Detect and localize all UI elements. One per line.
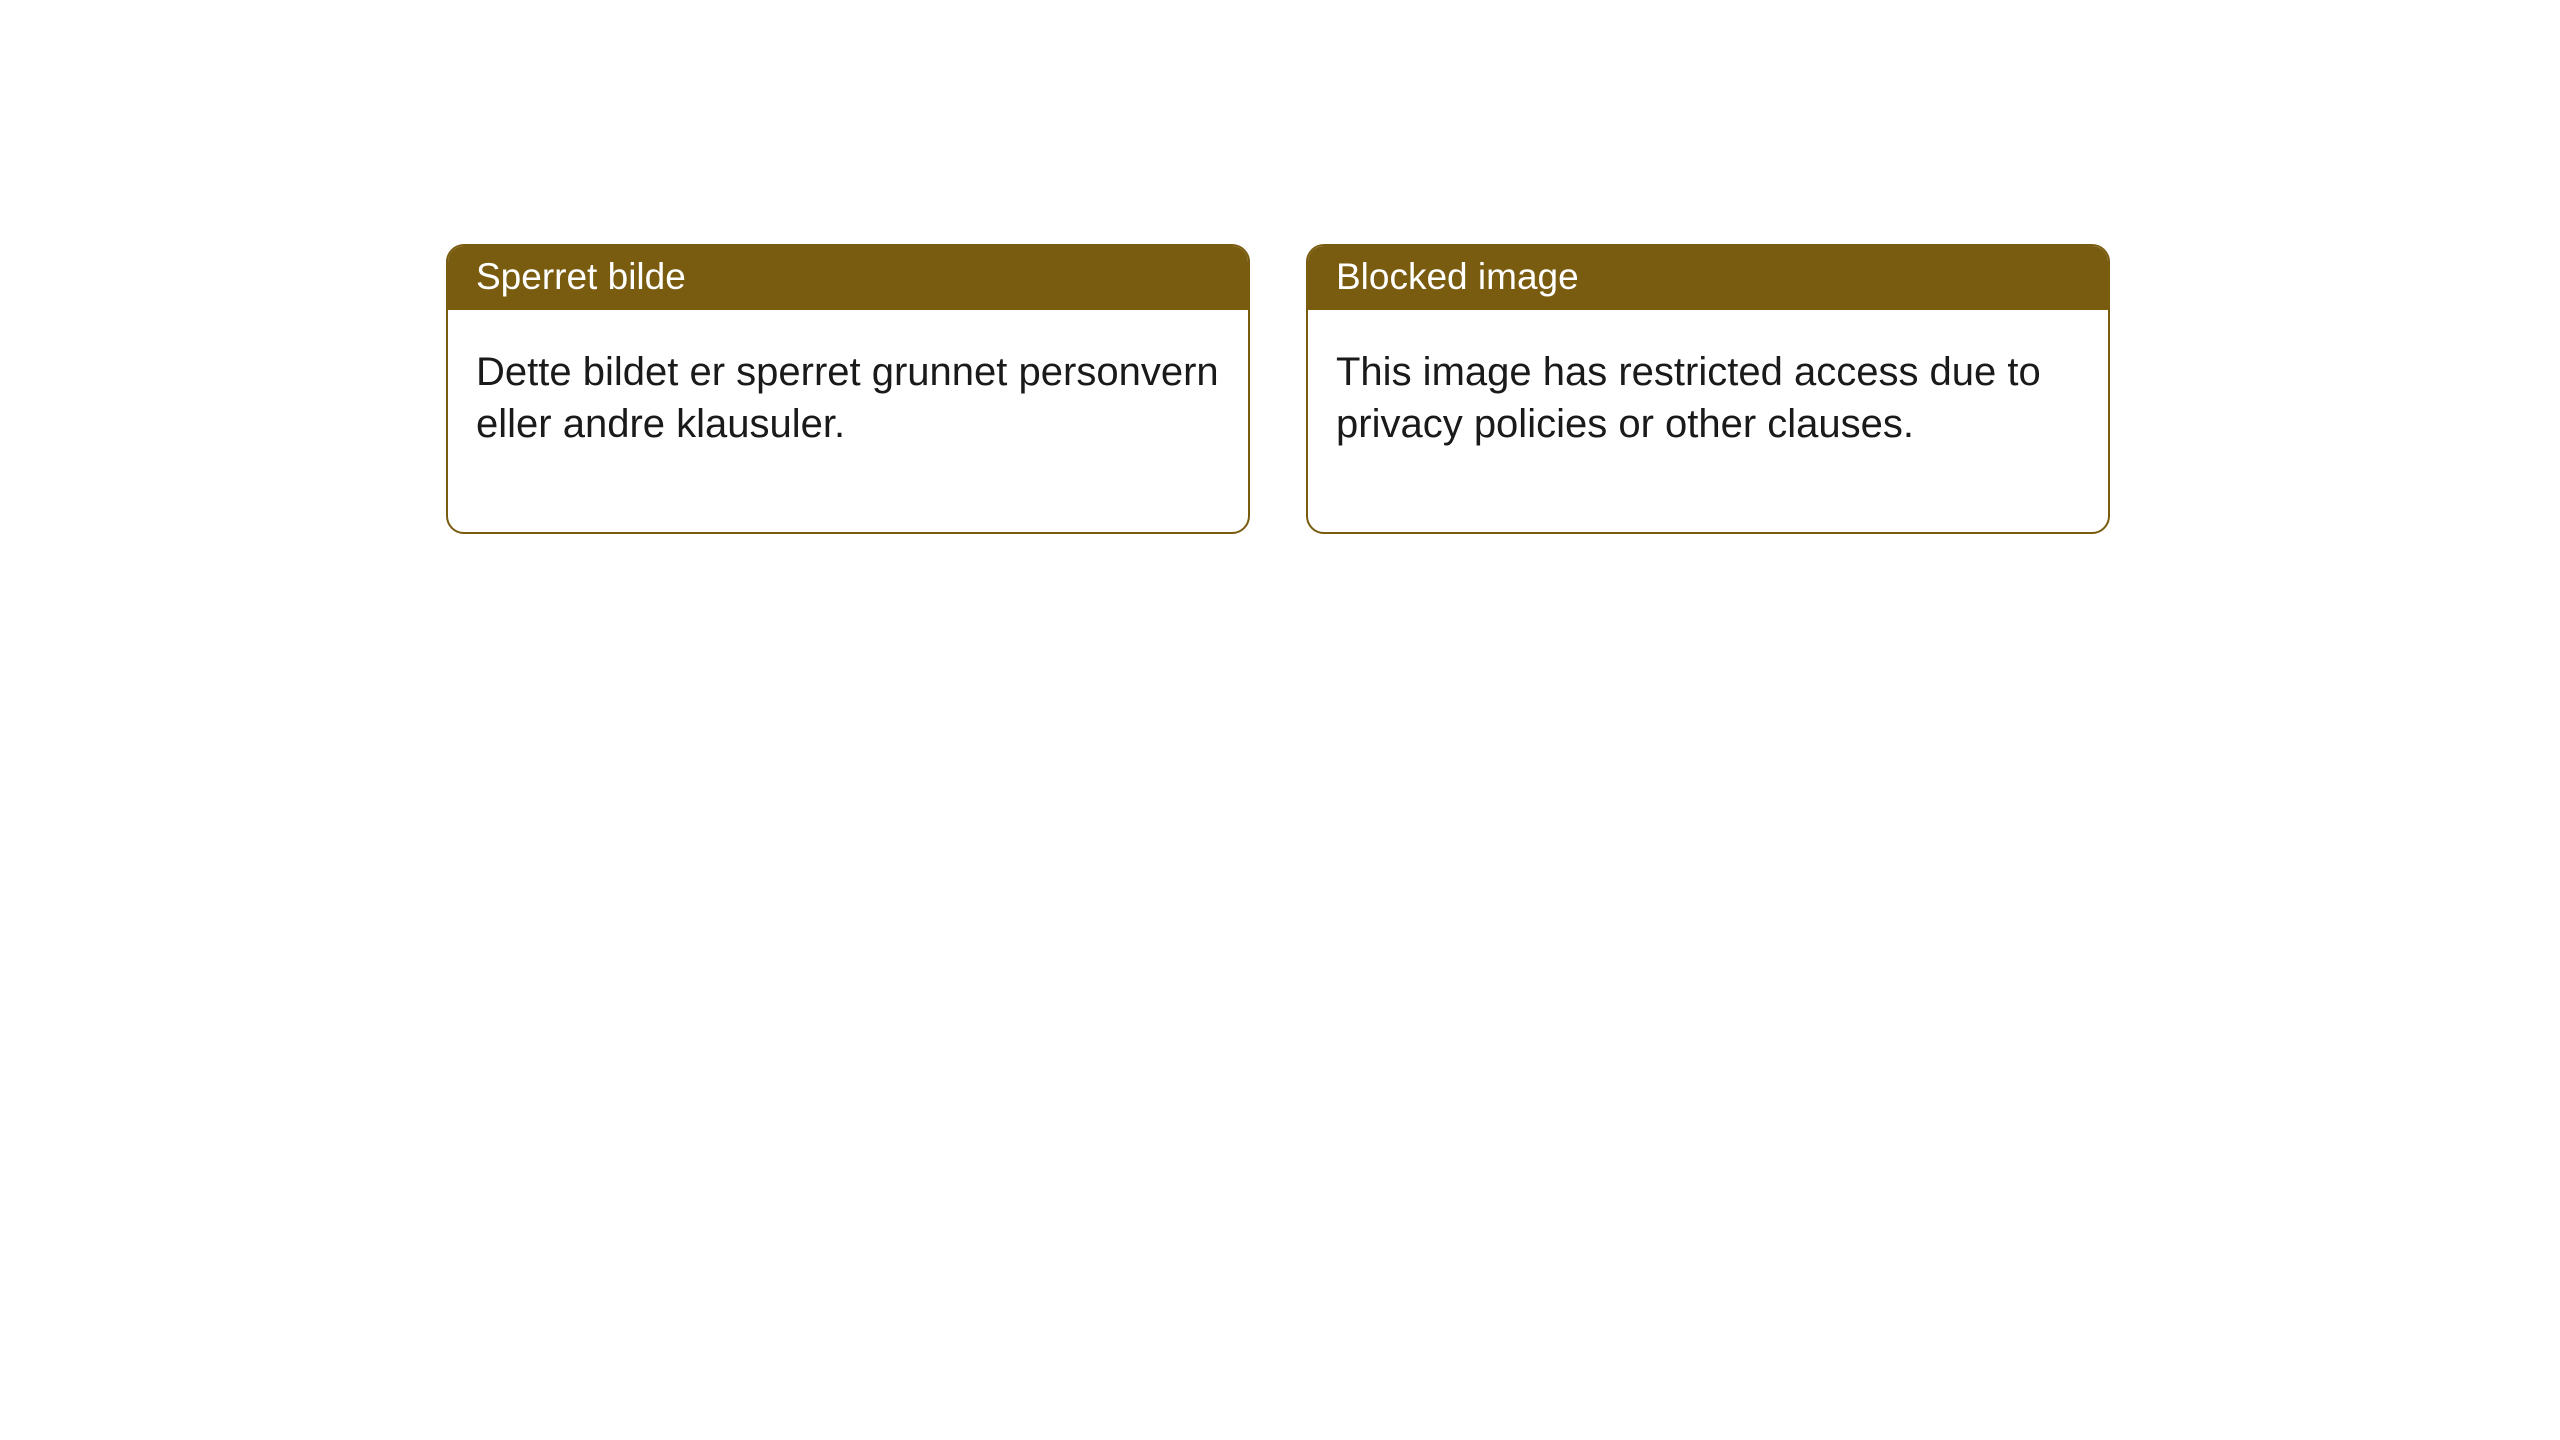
notice-title-norwegian: Sperret bilde: [448, 246, 1248, 310]
notice-body-norwegian: Dette bildet er sperret grunnet personve…: [448, 310, 1248, 532]
notice-container: Sperret bilde Dette bildet er sperret gr…: [0, 0, 2560, 534]
notice-card-english: Blocked image This image has restricted …: [1306, 244, 2110, 534]
notice-card-norwegian: Sperret bilde Dette bildet er sperret gr…: [446, 244, 1250, 534]
notice-body-english: This image has restricted access due to …: [1308, 310, 2108, 532]
notice-title-english: Blocked image: [1308, 246, 2108, 310]
